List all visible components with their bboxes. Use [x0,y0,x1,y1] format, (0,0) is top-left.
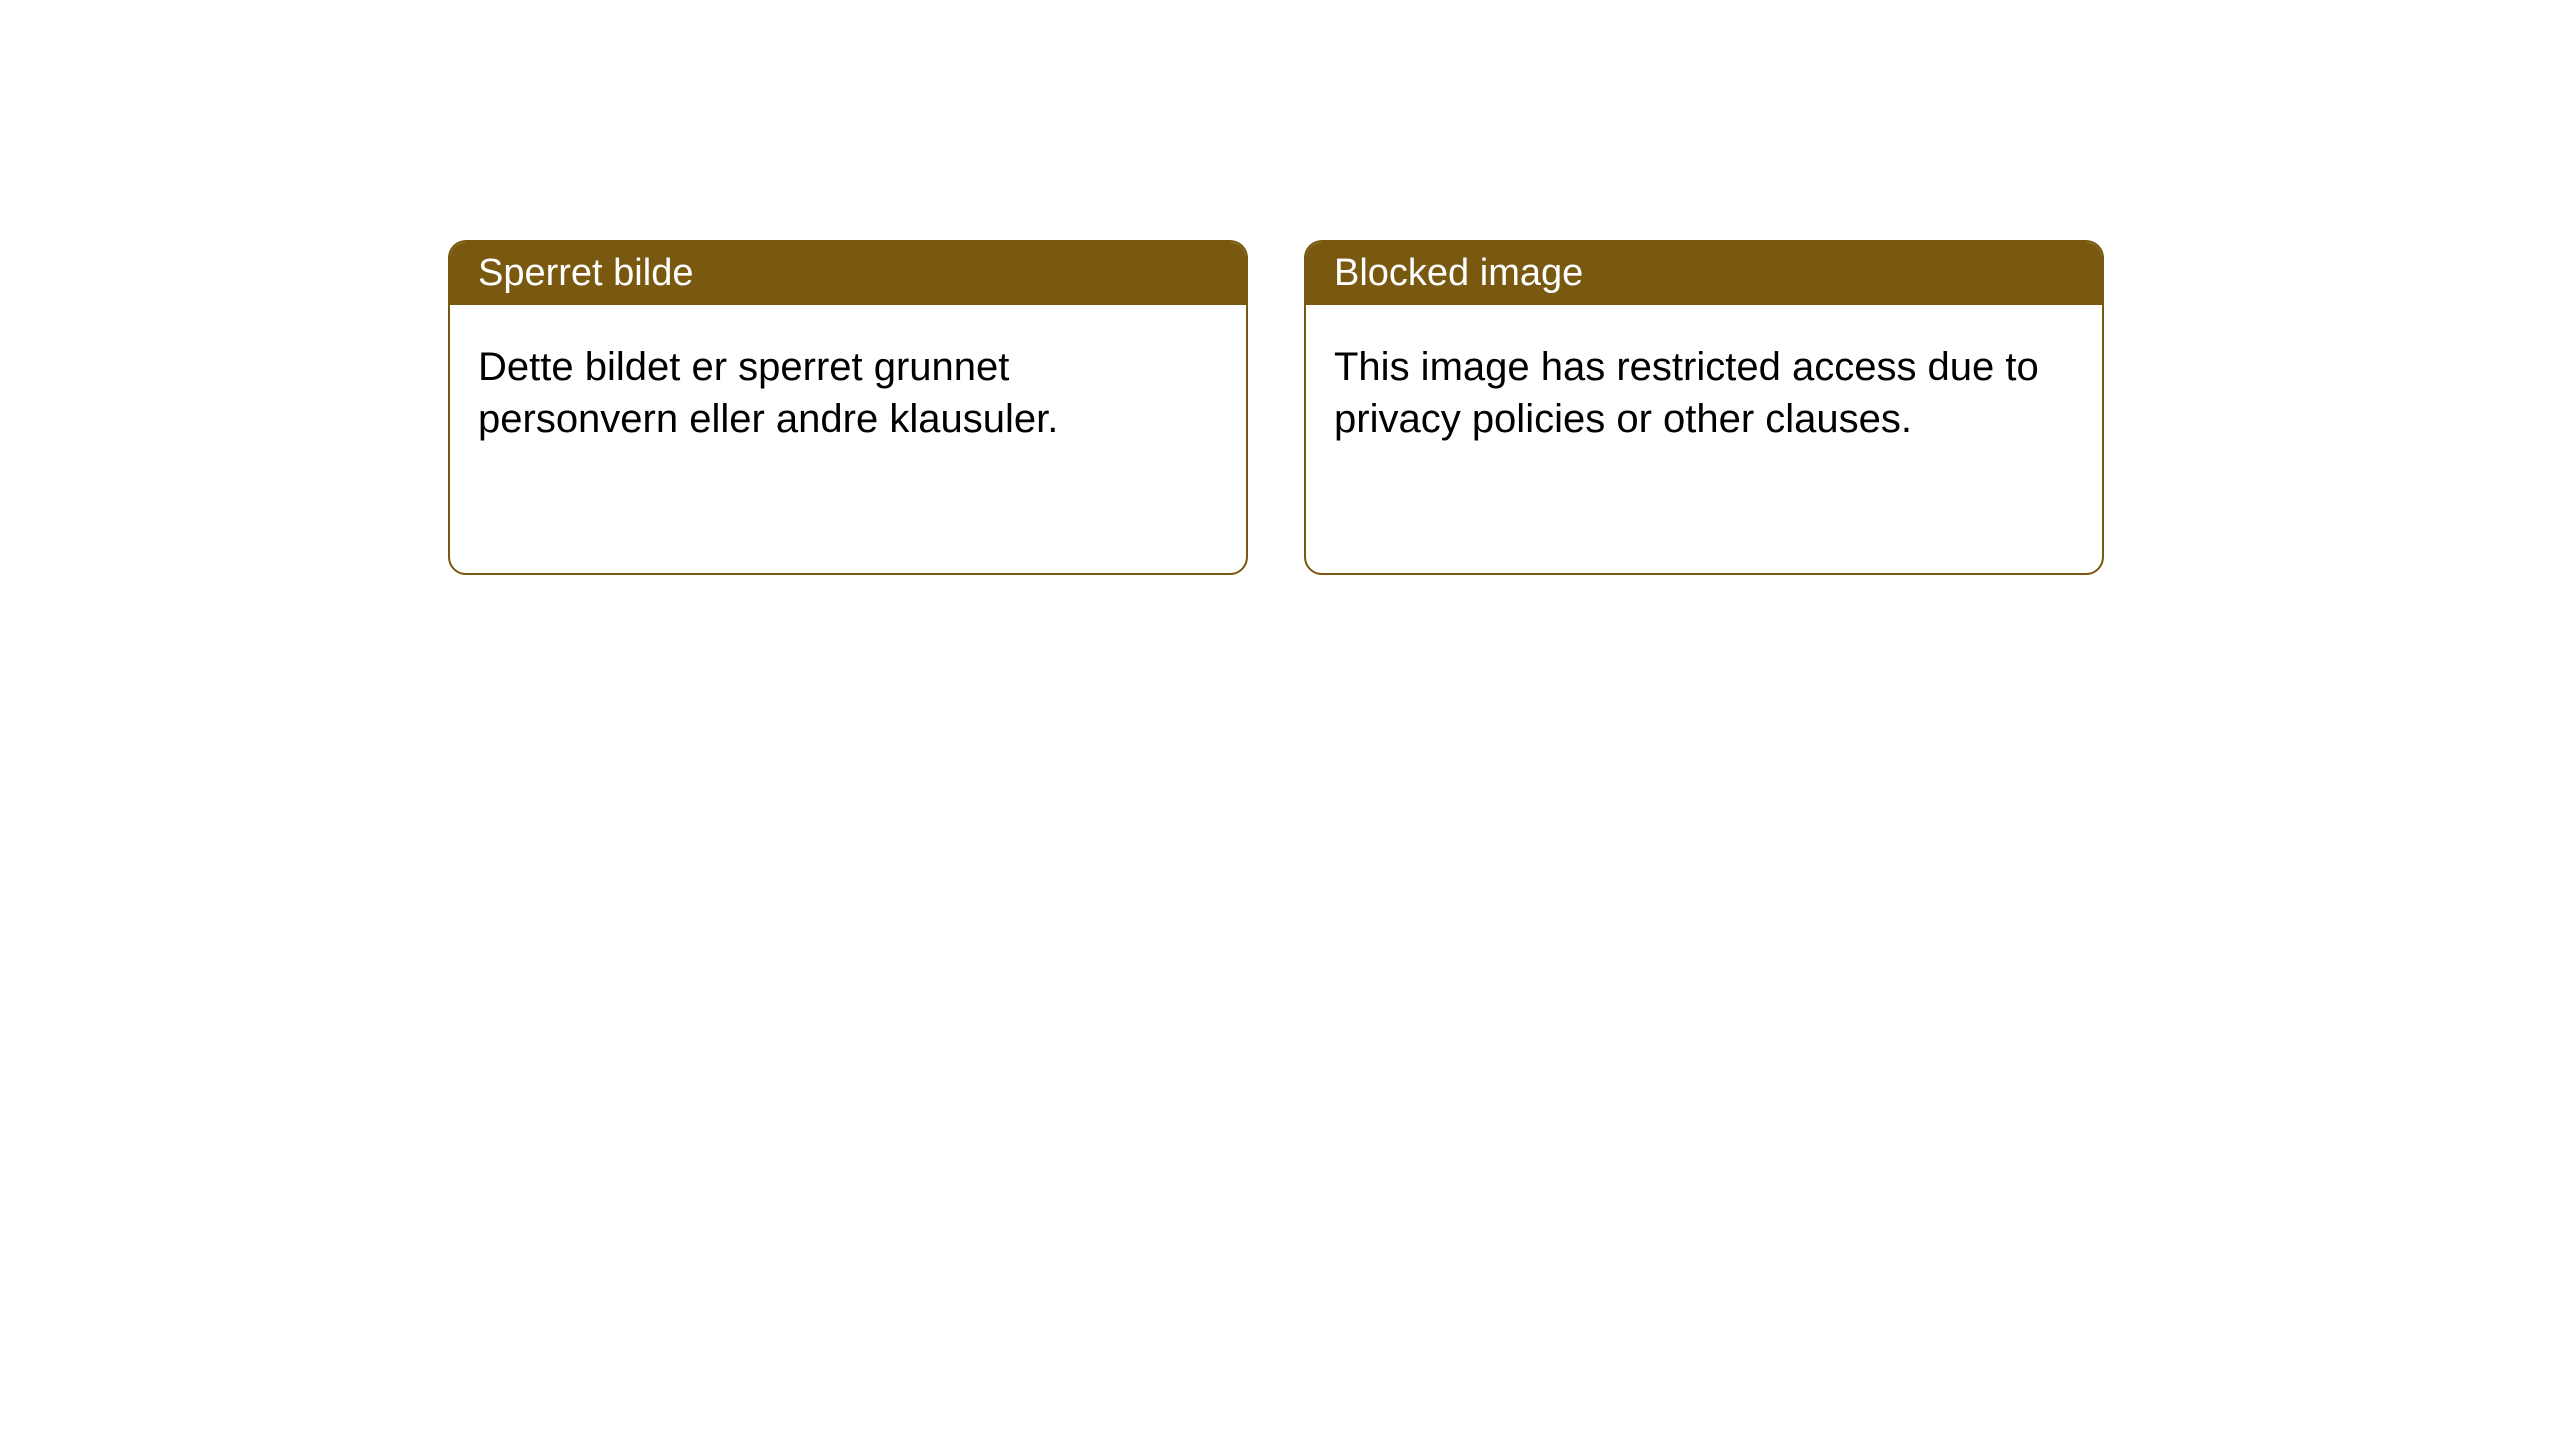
notice-title-english: Blocked image [1306,242,2102,305]
notice-card-norwegian: Sperret bilde Dette bildet er sperret gr… [448,240,1248,575]
notice-container: Sperret bilde Dette bildet er sperret gr… [0,0,2560,575]
notice-body-norwegian: Dette bildet er sperret grunnet personve… [450,305,1246,481]
notice-title-norwegian: Sperret bilde [450,242,1246,305]
notice-body-english: This image has restricted access due to … [1306,305,2102,481]
notice-card-english: Blocked image This image has restricted … [1304,240,2104,575]
